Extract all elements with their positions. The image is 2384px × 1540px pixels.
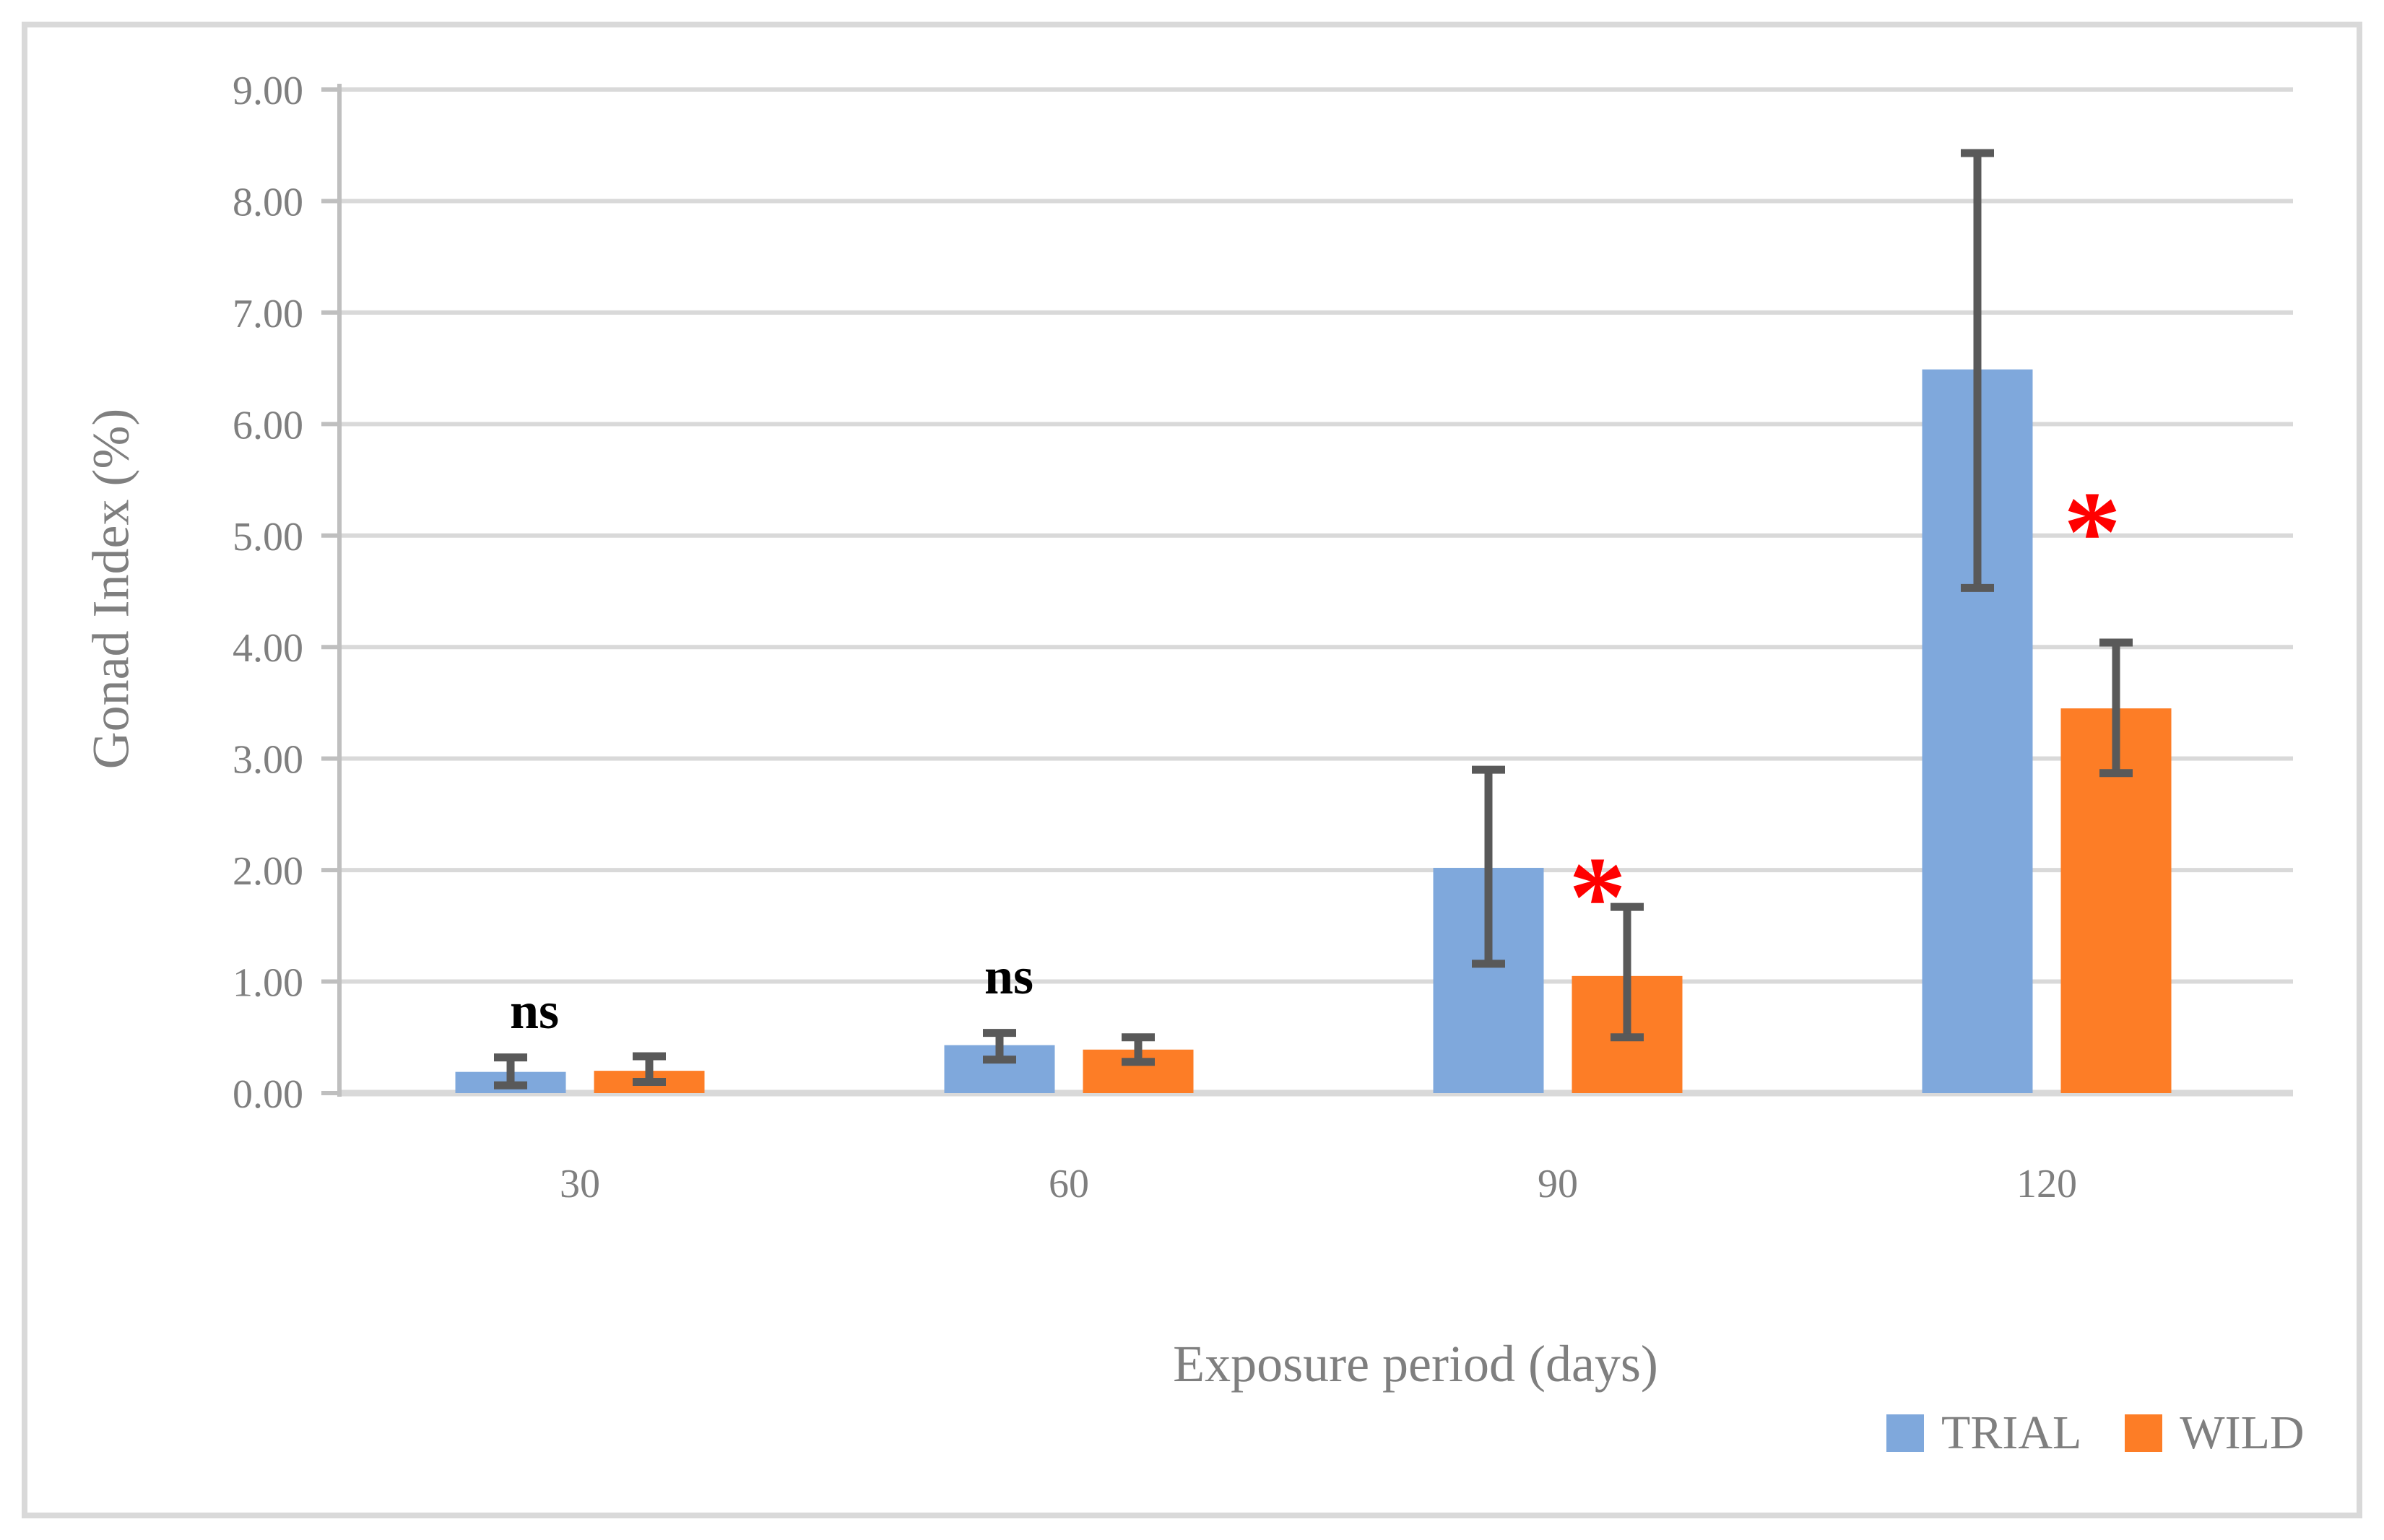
y-tick-label-4.00: 4.00 <box>233 626 303 671</box>
y-tick-label-6.00: 6.00 <box>233 403 303 448</box>
legend-label-wild: WILD <box>2180 1406 2305 1459</box>
legend-swatch-wild <box>2125 1414 2163 1452</box>
x-tick-label-90: 90 <box>1538 1162 1578 1206</box>
y-tick-label-0.00: 0.00 <box>233 1072 303 1117</box>
x-tick-label-60: 60 <box>1049 1162 1089 1206</box>
y-tick-label-2.00: 2.00 <box>233 849 303 894</box>
y-tick-label-3.00: 3.00 <box>233 738 303 783</box>
annotation-star-90: * <box>1569 832 1626 961</box>
y-tick-label-8.00: 8.00 <box>233 180 303 225</box>
x-tick-label-30: 30 <box>560 1162 600 1206</box>
annotation-star-120: * <box>2063 467 2121 596</box>
legend: TRIAL WILD <box>1886 1406 2348 1459</box>
y-axis-title: Gonad Index (%) <box>82 408 140 770</box>
x-tick-label-120: 120 <box>2016 1162 2077 1206</box>
x-axis-title: Exposure period (days) <box>1173 1335 1658 1393</box>
y-tick-label-7.00: 7.00 <box>233 292 303 336</box>
y-tick-label-1.00: 1.00 <box>233 961 303 1006</box>
annotation-ns-60: ns <box>984 947 1033 1005</box>
legend-label-trial: TRIAL <box>1941 1406 2082 1459</box>
annotation-ns-30: ns <box>510 982 559 1040</box>
y-tick-label-9.00: 9.00 <box>233 69 303 113</box>
legend-swatch-trial <box>1886 1414 1924 1452</box>
y-tick-label-5.00: 5.00 <box>233 515 303 560</box>
canvas-border <box>22 22 2362 1518</box>
